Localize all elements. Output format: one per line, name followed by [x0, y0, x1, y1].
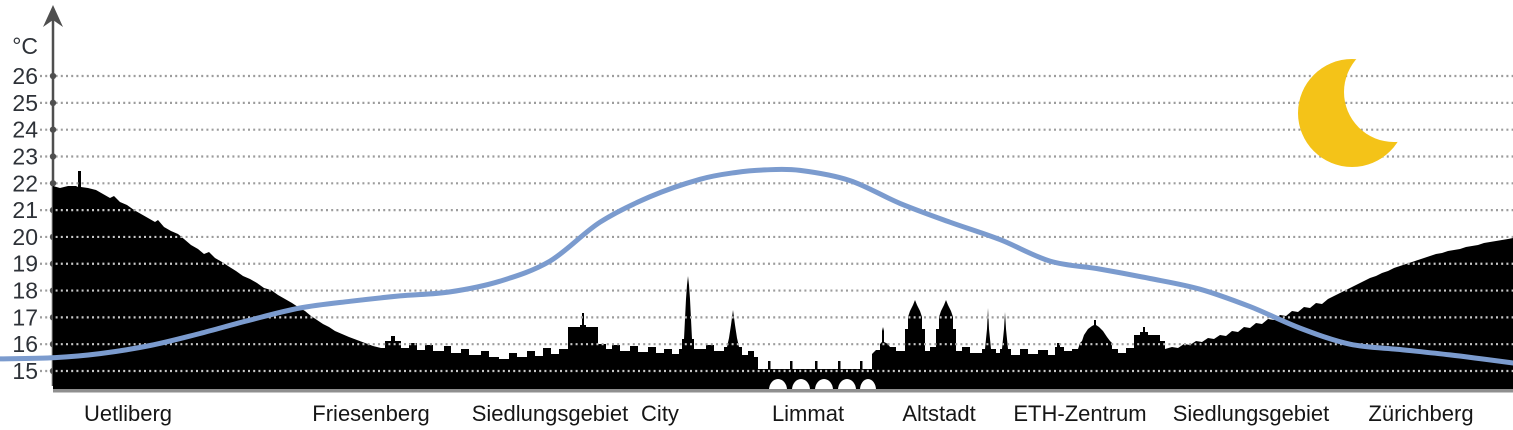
- y-tick-label-26: 26: [12, 63, 38, 89]
- bridge-arch: [860, 379, 876, 390]
- moon-crescent-shape: [1298, 59, 1406, 167]
- bridge-post: [768, 361, 771, 369]
- ground-baseline: [53, 389, 1513, 393]
- y-tick-dot-23: [49, 153, 57, 160]
- y-tick-label-18: 18: [12, 278, 38, 304]
- x-label-siedlungsgebiet-2: Siedlungsgebiet: [472, 401, 629, 426]
- x-label-siedlungsgebiet-7: Siedlungsgebiet: [1173, 401, 1330, 426]
- moon-icon: [1298, 59, 1406, 167]
- bridge-arch: [838, 379, 856, 390]
- y-tick-label-22: 22: [12, 170, 38, 196]
- y-tick-label-20: 20: [12, 224, 38, 250]
- bridge-arch: [792, 379, 810, 390]
- bridge-post: [790, 361, 793, 369]
- y-tick-dot-25: [49, 99, 57, 107]
- bridge-post: [860, 361, 863, 369]
- y-tick-label-25: 25: [12, 90, 38, 116]
- x-label-city-3: City: [641, 401, 679, 426]
- y-tick-dot-24: [49, 126, 57, 133]
- y-axis-arrow-icon: [43, 5, 63, 27]
- y-tick-label-19: 19: [12, 251, 38, 277]
- y-axis-unit-label: °C: [12, 33, 38, 59]
- x-label-z-richberg-8: Zürichberg: [1368, 401, 1473, 426]
- temperature-curve: [0, 166, 1513, 366]
- bridge-arch: [815, 379, 833, 390]
- bridge-post: [838, 361, 841, 369]
- limmat-bridge: [768, 361, 876, 390]
- x-label-altstadt-5: Altstadt: [902, 401, 975, 426]
- x-label-friesenberg-1: Friesenberg: [312, 401, 429, 426]
- bridge-arch: [769, 379, 787, 390]
- y-tick-dot-22: [49, 180, 57, 187]
- y-tick-label-23: 23: [12, 143, 38, 169]
- y-tick-dot-26: [49, 72, 57, 80]
- city-skyline-silhouette: [53, 171, 1513, 390]
- x-label-eth-zentrum-6: ETH-Zentrum: [1013, 401, 1146, 426]
- x-label-uetliberg-0: Uetliberg: [84, 401, 172, 426]
- y-tick-label-17: 17: [12, 304, 38, 330]
- y-tick-label-16: 16: [12, 331, 38, 357]
- x-label-limmat-4: Limmat: [772, 401, 844, 426]
- y-tick-label-24: 24: [12, 117, 38, 143]
- bridge-post: [815, 361, 818, 369]
- x-axis-labels: Uetliberg Friesenberg Siedlungsgebiet City L…: [84, 401, 1474, 426]
- y-tick-label-21: 21: [12, 197, 38, 223]
- y-tick-label-15: 15: [12, 358, 38, 384]
